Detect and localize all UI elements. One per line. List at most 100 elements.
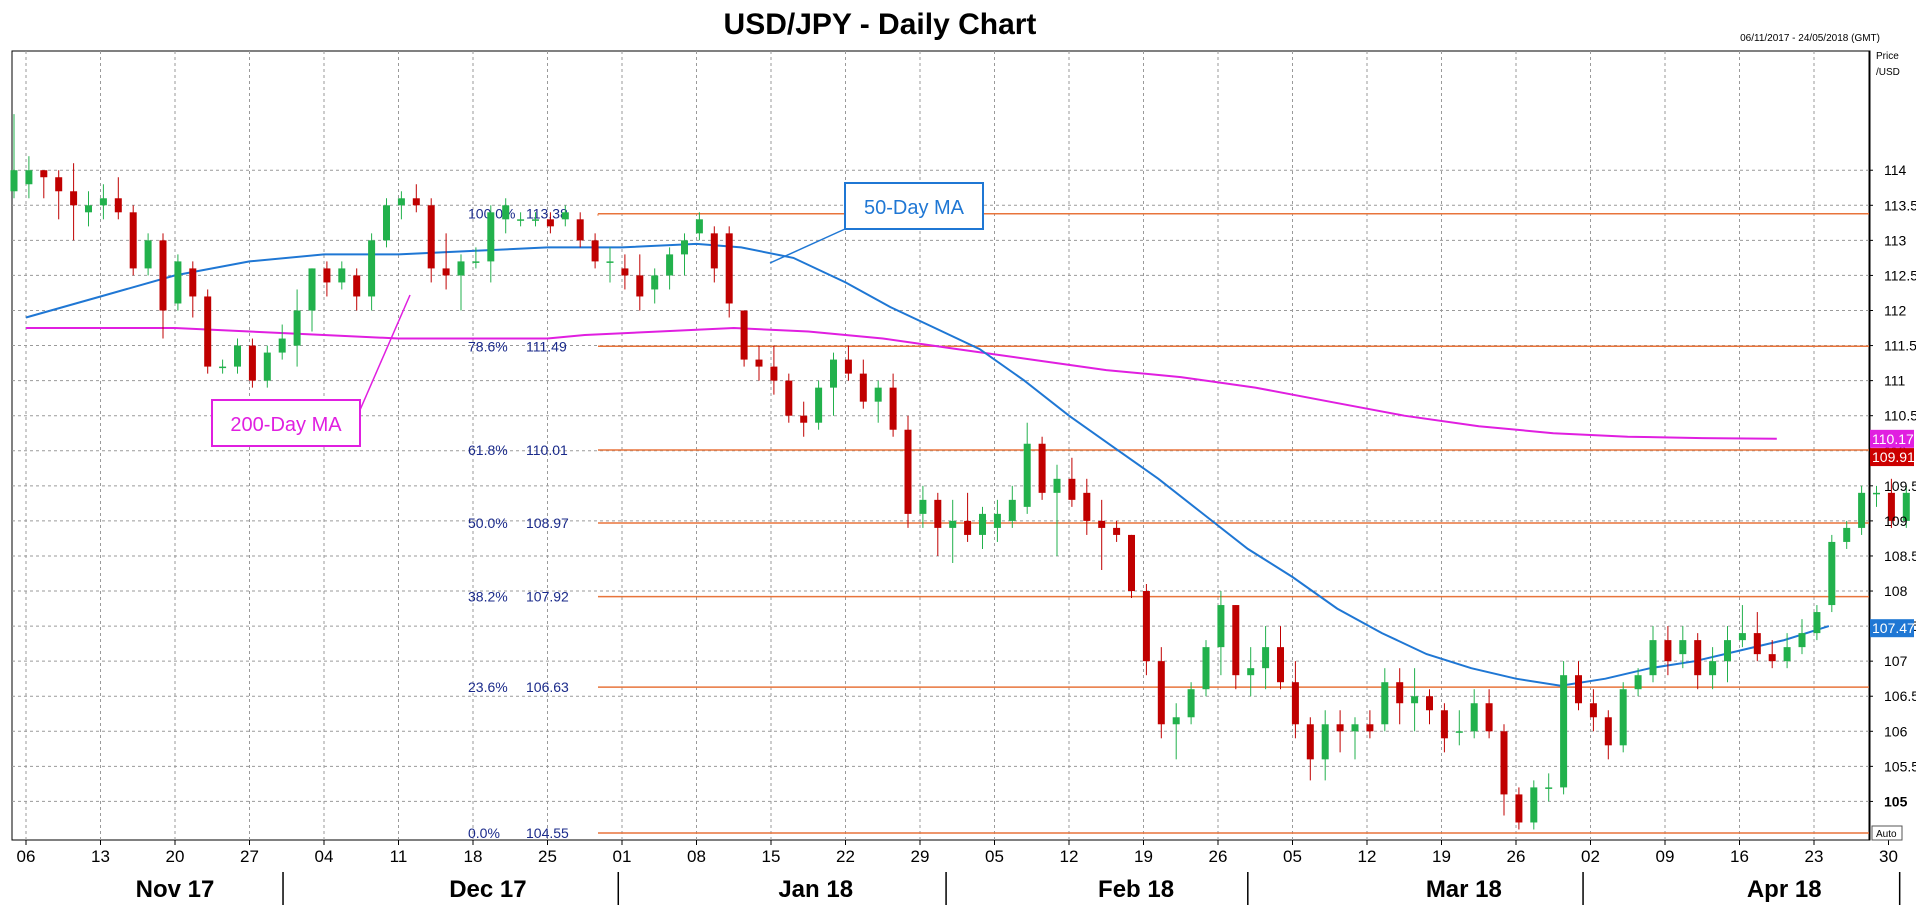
ma200-value-tag-bg: [1870, 429, 1914, 448]
candle-down: [1604, 717, 1612, 746]
x-day-label: 02: [1581, 847, 1600, 866]
x-month-label: Nov 17: [136, 876, 215, 903]
candle-up: [830, 359, 837, 388]
y-tick-label: 114: [1884, 162, 1907, 178]
candle-down: [1336, 724, 1344, 732]
candle-down: [904, 429, 912, 514]
candle-down: [40, 170, 48, 178]
candle-down: [1232, 605, 1240, 676]
x-day-label: 30: [1879, 847, 1898, 866]
candle-down: [1306, 724, 1314, 760]
candle-up: [532, 219, 539, 221]
candle-up: [457, 261, 465, 276]
candle-down: [1113, 527, 1121, 535]
y-tick-label: 108: [1884, 583, 1908, 599]
candle-up: [949, 520, 957, 528]
candle-up: [368, 240, 376, 297]
candle-down: [1038, 443, 1046, 493]
x-month-label: Dec 17: [449, 876, 526, 903]
candlestick-series: [10, 114, 1910, 830]
candle-up: [263, 352, 271, 381]
candle-down: [1426, 696, 1433, 711]
x-day-label: 18: [464, 847, 483, 866]
y-tick-label: 113.5: [1884, 197, 1916, 213]
candle-up: [1724, 640, 1731, 662]
y-axis: 114113.5113112.5112111.5111110.5110109.5…: [1869, 162, 1916, 809]
x-day-label: 13: [91, 847, 110, 866]
candle-down: [621, 268, 629, 276]
candle-down: [1277, 647, 1284, 683]
candle-up: [25, 170, 33, 185]
ma50-callout-box: [844, 182, 984, 230]
fib-value-label: 104.55: [526, 825, 569, 841]
y-tick-label: 109.5: [1884, 478, 1916, 494]
ma50-callout-label: 50-Day MA: [864, 197, 965, 219]
axis-unit-usd: /USD: [1876, 67, 1900, 78]
candle-up: [85, 205, 92, 213]
y-tick-label: 112: [1884, 302, 1907, 318]
last-close-tag-bg: [1870, 448, 1914, 467]
fib-percent-label: 50.0%: [468, 515, 508, 531]
candle-down: [859, 373, 867, 402]
candle-up: [1828, 541, 1836, 606]
ma50-value-tag: 107.47: [1872, 620, 1915, 636]
candle-up: [1351, 724, 1359, 732]
fib-value-label: 113.38: [526, 206, 568, 222]
y-tick-label: 106.5: [1884, 688, 1916, 704]
x-day-label: 26: [1209, 847, 1228, 866]
candle-up: [1247, 668, 1255, 676]
candle-down: [248, 345, 256, 381]
candle-down: [785, 380, 793, 416]
x-day-label: 19: [1134, 847, 1153, 866]
ma200-value-tag: 110.17: [1872, 431, 1914, 447]
x-day-label: 09: [1656, 847, 1675, 866]
candle-down: [55, 177, 63, 192]
x-day-label: 29: [911, 847, 930, 866]
candle-up: [1709, 661, 1717, 676]
fib-percent-label: 23.6%: [468, 679, 508, 695]
y-tick-label: 111: [1884, 373, 1905, 389]
fib-percent-label: 61.8%: [468, 442, 508, 458]
x-day-label: 05: [1283, 847, 1302, 866]
y-tick-label: 109: [1884, 513, 1908, 529]
candle-down: [1887, 492, 1895, 521]
y-tick-label: 112.5: [1884, 267, 1916, 283]
x-day-label: 22: [836, 847, 855, 866]
y-tick-label: 108.5: [1884, 548, 1916, 564]
ma200-callout-box: [211, 399, 361, 447]
ma200-callout-label: 200-Day MA: [230, 414, 342, 436]
candle-up: [815, 387, 823, 423]
candle-down: [1098, 520, 1106, 528]
ma200-callout-line: [359, 294, 411, 411]
candle-up: [1813, 612, 1821, 634]
candle-down: [1500, 731, 1508, 795]
fib-value-label: 106.63: [526, 679, 569, 695]
candle-down: [114, 198, 122, 213]
fib-percent-label: 38.2%: [468, 589, 508, 605]
auto-scale-label: Auto: [1876, 829, 1897, 840]
candle-down: [1157, 661, 1165, 725]
candle-up: [1262, 647, 1270, 669]
candle-down: [636, 275, 644, 297]
y-tick-label: 105: [1884, 793, 1908, 809]
chart-title: USD/JPY - Daily Chart: [724, 8, 1037, 41]
candle-up: [1008, 499, 1016, 521]
y-tick-label: 110.5: [1884, 408, 1916, 424]
candle-down: [1768, 654, 1776, 662]
x-day-label: 26: [1507, 847, 1526, 866]
candle-up: [1798, 633, 1806, 648]
candle-down: [800, 415, 808, 423]
auto-scale-box[interactable]: [1871, 825, 1903, 841]
candle-down: [427, 205, 435, 269]
candle-up: [1858, 492, 1866, 528]
x-month-label: Apr 18: [1747, 876, 1822, 903]
candle-down: [70, 191, 78, 206]
candle-down: [1366, 724, 1374, 732]
candle-up: [1455, 731, 1463, 733]
candle-up: [174, 261, 182, 304]
candle-down: [1128, 534, 1135, 592]
candle-down: [1694, 640, 1702, 676]
candle-up: [308, 268, 316, 311]
candle-down: [591, 240, 599, 262]
candle-up: [144, 240, 152, 269]
